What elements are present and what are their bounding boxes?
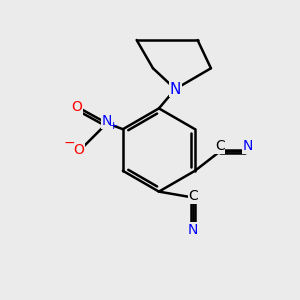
- Text: +: +: [109, 121, 118, 130]
- Text: N: N: [102, 114, 112, 128]
- Text: N: N: [169, 82, 181, 97]
- Text: N: N: [243, 139, 253, 153]
- Text: O: O: [73, 143, 84, 157]
- Text: C: C: [215, 139, 225, 153]
- Text: N: N: [188, 223, 198, 237]
- Text: −: −: [64, 136, 76, 150]
- Text: C: C: [188, 189, 198, 203]
- Text: O: O: [72, 100, 83, 114]
